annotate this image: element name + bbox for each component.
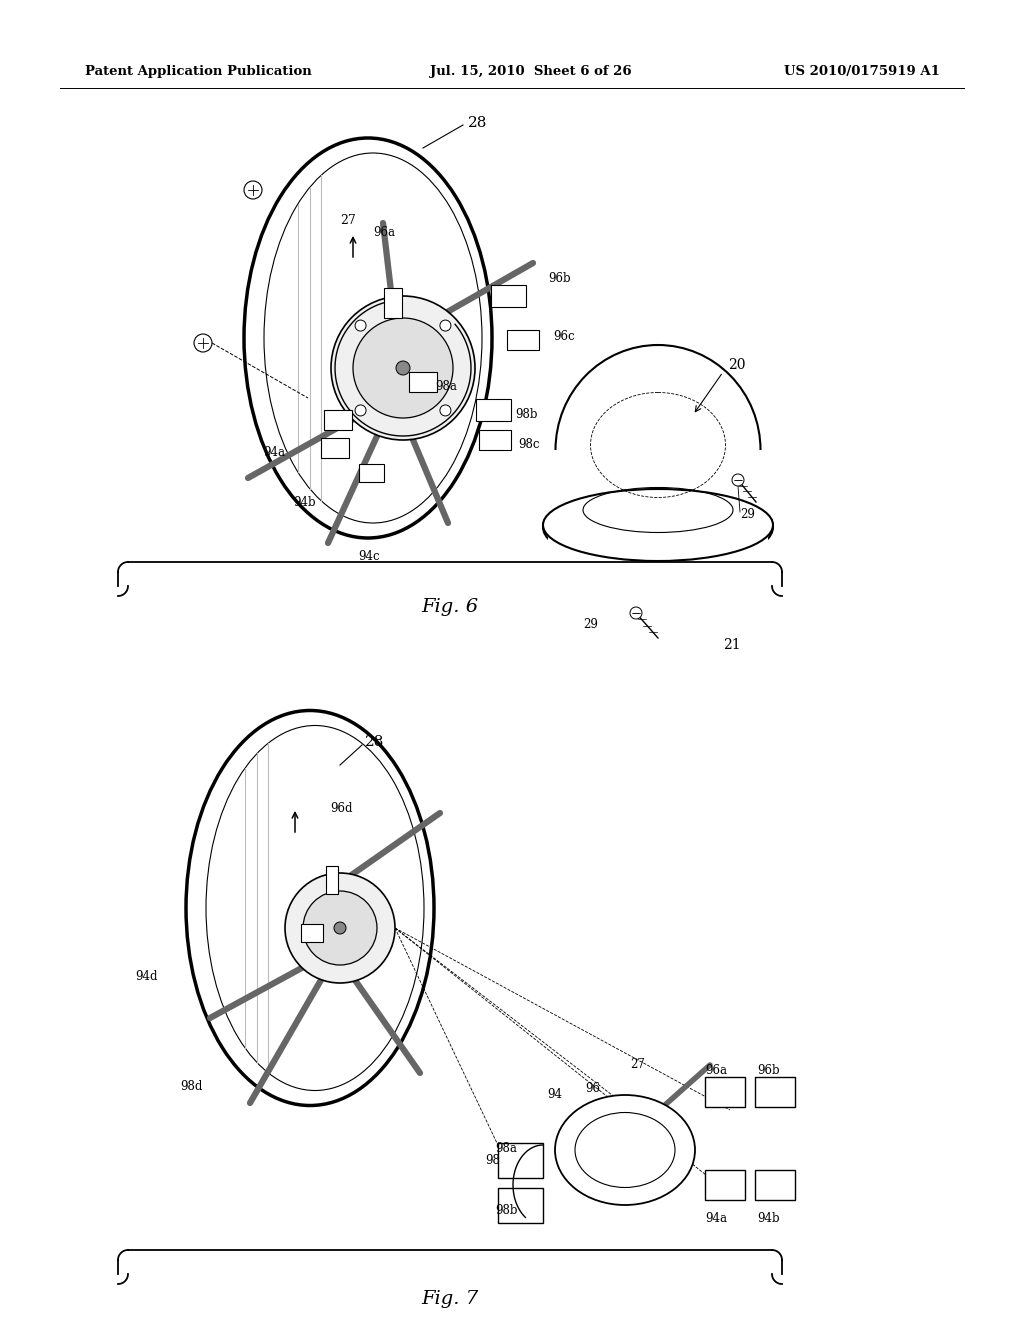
FancyBboxPatch shape bbox=[479, 430, 511, 450]
Text: 29: 29 bbox=[740, 508, 755, 521]
Text: 27: 27 bbox=[340, 214, 355, 227]
FancyBboxPatch shape bbox=[755, 1170, 795, 1200]
Circle shape bbox=[355, 405, 366, 416]
Text: 96a: 96a bbox=[705, 1064, 727, 1077]
Text: 96d: 96d bbox=[330, 801, 352, 814]
FancyBboxPatch shape bbox=[324, 411, 352, 430]
Text: 20: 20 bbox=[728, 358, 745, 372]
FancyBboxPatch shape bbox=[409, 372, 437, 392]
Text: Fig. 6: Fig. 6 bbox=[422, 598, 478, 616]
Text: 94d: 94d bbox=[135, 969, 158, 982]
FancyBboxPatch shape bbox=[384, 288, 402, 318]
FancyBboxPatch shape bbox=[301, 924, 323, 942]
Circle shape bbox=[331, 296, 475, 440]
FancyBboxPatch shape bbox=[498, 1188, 543, 1222]
Text: 27: 27 bbox=[630, 1059, 645, 1072]
Circle shape bbox=[440, 405, 451, 416]
Circle shape bbox=[285, 873, 395, 983]
Bar bbox=[548, 450, 768, 590]
Text: 98d: 98d bbox=[180, 1080, 203, 1093]
Circle shape bbox=[334, 921, 346, 935]
Text: Fig. 7: Fig. 7 bbox=[422, 1290, 478, 1308]
FancyBboxPatch shape bbox=[358, 465, 384, 482]
FancyBboxPatch shape bbox=[321, 438, 349, 458]
Text: 96b: 96b bbox=[757, 1064, 779, 1077]
Text: US 2010/0175919 A1: US 2010/0175919 A1 bbox=[784, 66, 940, 78]
Text: 29: 29 bbox=[583, 619, 598, 631]
Circle shape bbox=[353, 318, 453, 418]
Circle shape bbox=[355, 319, 366, 331]
Text: 98a: 98a bbox=[435, 380, 457, 392]
Text: 96a: 96a bbox=[373, 227, 395, 239]
Text: 98b: 98b bbox=[515, 408, 538, 421]
Text: 94: 94 bbox=[547, 1089, 562, 1101]
Text: 98c: 98c bbox=[518, 437, 540, 450]
Text: 98a: 98a bbox=[495, 1142, 517, 1155]
Circle shape bbox=[244, 181, 262, 199]
FancyBboxPatch shape bbox=[498, 1143, 543, 1177]
Ellipse shape bbox=[555, 1096, 695, 1205]
Text: 94b: 94b bbox=[757, 1212, 779, 1225]
Ellipse shape bbox=[264, 153, 482, 523]
Text: 94b: 94b bbox=[293, 496, 315, 510]
Circle shape bbox=[194, 334, 212, 352]
Text: Patent Application Publication: Patent Application Publication bbox=[85, 66, 311, 78]
Circle shape bbox=[396, 360, 410, 375]
Text: 94a: 94a bbox=[263, 446, 285, 459]
Text: 96c: 96c bbox=[553, 330, 574, 342]
FancyBboxPatch shape bbox=[507, 330, 539, 350]
Ellipse shape bbox=[555, 345, 761, 554]
Ellipse shape bbox=[575, 1113, 675, 1188]
Circle shape bbox=[732, 474, 744, 486]
Text: 98b: 98b bbox=[495, 1204, 517, 1217]
Circle shape bbox=[440, 319, 451, 331]
Ellipse shape bbox=[244, 139, 492, 539]
FancyBboxPatch shape bbox=[705, 1077, 745, 1107]
Text: 98: 98 bbox=[485, 1154, 500, 1167]
Text: 94a: 94a bbox=[705, 1212, 727, 1225]
Text: 21: 21 bbox=[723, 638, 740, 652]
Text: 96: 96 bbox=[585, 1081, 600, 1094]
FancyBboxPatch shape bbox=[475, 399, 511, 421]
Ellipse shape bbox=[186, 710, 434, 1106]
Ellipse shape bbox=[543, 488, 773, 561]
FancyBboxPatch shape bbox=[755, 1077, 795, 1107]
Circle shape bbox=[303, 891, 377, 965]
FancyBboxPatch shape bbox=[490, 285, 525, 308]
FancyBboxPatch shape bbox=[705, 1170, 745, 1200]
Text: 28: 28 bbox=[468, 116, 487, 129]
Text: 94c: 94c bbox=[358, 549, 380, 562]
Text: 28: 28 bbox=[365, 735, 384, 748]
Text: Jul. 15, 2010  Sheet 6 of 26: Jul. 15, 2010 Sheet 6 of 26 bbox=[430, 66, 632, 78]
Ellipse shape bbox=[206, 726, 424, 1090]
Circle shape bbox=[630, 607, 642, 619]
Ellipse shape bbox=[543, 487, 773, 568]
Text: 96b: 96b bbox=[548, 272, 570, 285]
FancyBboxPatch shape bbox=[326, 866, 338, 894]
